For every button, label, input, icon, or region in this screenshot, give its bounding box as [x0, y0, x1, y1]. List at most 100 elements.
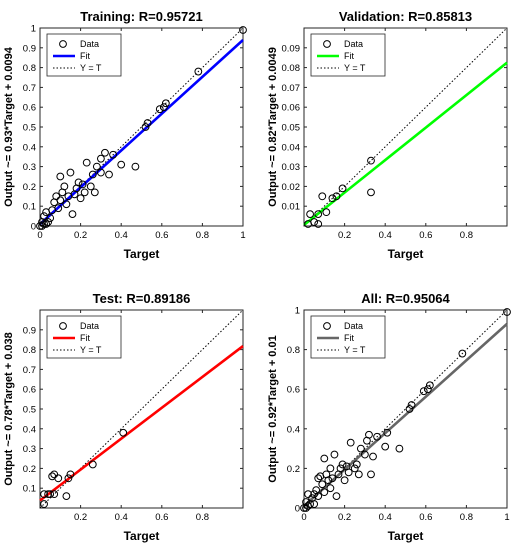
data-point: [314, 210, 323, 219]
legend-label: Y = T: [344, 63, 366, 73]
data-point: [458, 349, 467, 358]
y-tick-label: 0.07: [282, 83, 301, 94]
x-axis-label: Target: [124, 247, 160, 261]
data-point: [50, 470, 59, 479]
data-point: [86, 182, 95, 191]
data-point: [82, 158, 91, 167]
data-point: [407, 401, 416, 409]
x-tick-label: 0.4: [379, 512, 392, 523]
chart-title: Validation: R=0.85813: [339, 9, 472, 24]
legend-label: Data: [80, 321, 99, 331]
y-tick-label: 0.06: [282, 103, 301, 114]
data-point: [354, 470, 363, 479]
x-tick-label: 0.8: [196, 230, 209, 241]
legend-label: Fit: [80, 333, 90, 343]
y-tick-label: 0: [31, 222, 36, 233]
fit-line: [39, 39, 244, 226]
data-point: [161, 99, 170, 108]
data-point: [155, 105, 164, 114]
data-point: [66, 470, 75, 479]
data-point: [60, 182, 69, 191]
y-tick-label: 0.5: [23, 123, 36, 134]
legend-label: Data: [80, 39, 99, 49]
y-tick-label: 0.4: [23, 142, 36, 153]
y-tick-label: 0.8: [23, 63, 36, 74]
x-tick-label: 1: [240, 230, 245, 241]
data-point: [373, 432, 381, 441]
data-point: [101, 148, 109, 157]
y-tick-label: 0.1: [23, 484, 36, 495]
data-point: [326, 484, 335, 493]
legend-label: Fit: [80, 51, 90, 61]
x-tick-label: 0.2: [338, 512, 351, 523]
data-point: [97, 168, 105, 177]
data-point: [320, 454, 329, 463]
x-tick-label: 0.6: [155, 230, 168, 241]
x-tick-label: 0.6: [419, 230, 432, 241]
y-tick-label: 0.8: [23, 345, 36, 356]
legend-label: Fit: [344, 51, 354, 61]
y-tick-label: 0.2: [23, 464, 36, 475]
y-axis-label: Output ~= 0.93*Target + 0.0094: [3, 46, 15, 207]
data-point: [322, 208, 331, 217]
data-point: [44, 490, 53, 499]
data-point: [56, 172, 65, 181]
data-point: [304, 490, 312, 499]
x-tick-label: 0.2: [338, 230, 351, 241]
regression-panel-4: All: R=0.95064 Target Output ~= 0.92*Targe…: [267, 291, 511, 543]
y-tick-label: 0.8: [287, 345, 300, 356]
data-point: [328, 194, 337, 203]
data-point: [314, 220, 323, 228]
x-tick-label: 0.4: [115, 230, 128, 241]
y-tick-label: 0.3: [23, 444, 36, 455]
y-tick-label: 0.7: [23, 365, 36, 376]
legend-data-marker: [323, 322, 331, 330]
data-point: [40, 490, 48, 499]
y-tick-label: 0.9: [23, 43, 36, 54]
data-point: [143, 119, 152, 127]
data-point: [346, 438, 355, 447]
data-point: [423, 385, 432, 394]
data-point: [344, 468, 353, 477]
data-point: [42, 220, 50, 228]
data-point: [350, 464, 359, 473]
data-point: [338, 460, 347, 469]
data-point: [383, 428, 392, 437]
data-point: [97, 154, 105, 163]
y-axis-label: Output ~= 0.78*Target + 0.038: [3, 332, 15, 486]
data-point: [38, 222, 46, 230]
data-point: [340, 476, 349, 485]
data-point: [46, 490, 55, 499]
data-point: [117, 160, 126, 169]
data-point: [306, 210, 314, 219]
data-point: [194, 67, 203, 76]
data-point: [324, 476, 333, 485]
data-point: [68, 210, 77, 219]
y-tick-label: 0.3: [23, 162, 36, 173]
y-tick-label: 0.6: [287, 385, 300, 396]
x-tick-label: 0.8: [196, 512, 209, 523]
data-point: [318, 192, 327, 201]
legend-label: Data: [344, 39, 363, 49]
y-tick-label: 0.09: [282, 43, 301, 54]
x-tick-label: 0.2: [74, 512, 87, 523]
data-point: [141, 123, 150, 131]
data-point: [50, 490, 59, 499]
data-point: [302, 498, 310, 506]
x-tick-label: 0.8: [460, 512, 473, 523]
data-point: [78, 180, 87, 189]
data-point: [54, 204, 63, 213]
data-point: [131, 162, 140, 171]
data-point: [105, 170, 113, 179]
x-tick-label: 0.4: [115, 512, 128, 523]
data-point: [74, 178, 83, 187]
x-tick-label: 0.6: [419, 512, 432, 523]
data-point: [310, 218, 319, 226]
data-point: [54, 474, 63, 483]
y-axis-label: Output ~= 0.92*Target + 0.01: [267, 335, 279, 482]
data-point: [80, 188, 89, 197]
x-tick-label: 1: [504, 512, 509, 523]
regression-panel-1: Training: R=0.95721 Target Output ~= 0.93*…: [3, 9, 247, 261]
data-point: [310, 490, 319, 499]
